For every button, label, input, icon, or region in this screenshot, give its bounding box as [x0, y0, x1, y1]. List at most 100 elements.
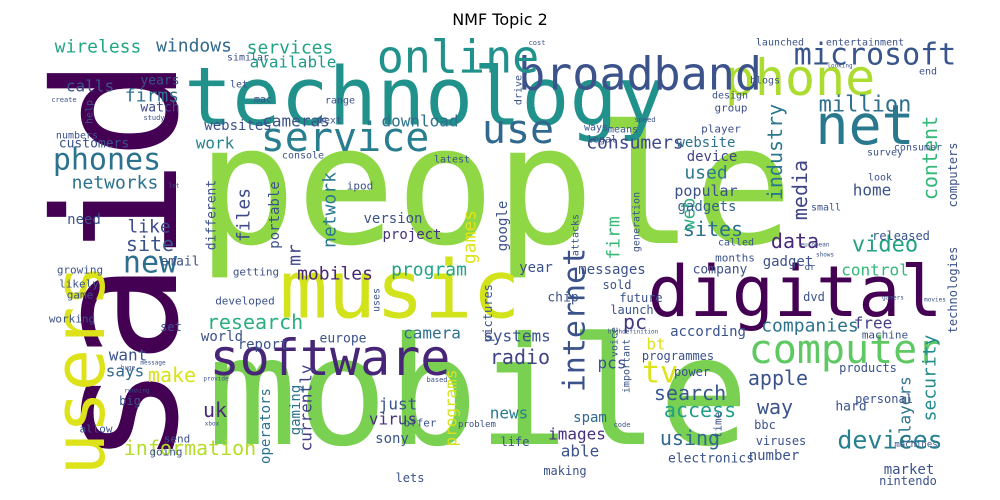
cloud-word: dr	[805, 263, 816, 273]
cloud-word: mobile	[207, 306, 749, 480]
cloud-word: time	[712, 412, 725, 439]
cloud-word: shows	[816, 252, 834, 259]
chart-title: NMF Topic 2	[452, 10, 548, 29]
cloud-word: device	[687, 149, 738, 165]
cloud-word: entertainment	[826, 38, 904, 49]
cloud-word: virus	[369, 410, 417, 429]
cloud-word: programmes	[642, 349, 714, 363]
cloud-word: users	[39, 265, 121, 476]
cloud-word: launched	[756, 38, 804, 49]
cloud-word: market	[884, 462, 935, 478]
cloud-word: ways	[584, 123, 608, 134]
cloud-word: pictures	[481, 284, 495, 342]
cloud-word: music	[280, 244, 521, 337]
cloud-word: personal	[855, 392, 913, 406]
cloud-word: industry	[763, 104, 787, 200]
cloud-word: different	[205, 180, 220, 250]
cloud-word: messages	[578, 262, 645, 278]
cloud-word: chip	[547, 291, 578, 306]
cloud-word: news	[490, 404, 529, 423]
cloud-word: game	[67, 289, 94, 302]
cloud-word: world	[201, 329, 243, 345]
cloud-word: set	[160, 320, 182, 334]
cloud-word: popular	[674, 182, 737, 200]
cloud-word: want	[109, 346, 148, 365]
cloud-word: speed	[634, 116, 655, 124]
cloud-word: future	[619, 291, 662, 305]
cloud-word: player	[701, 123, 741, 136]
cloud-word: developed	[215, 295, 275, 308]
cloud-word: files	[234, 188, 255, 242]
cloud-word: important	[622, 339, 633, 393]
cloud-word: consumer	[894, 143, 942, 154]
cloud-word: voice	[610, 327, 621, 357]
cloud-word: survey	[867, 148, 903, 159]
cloud-word: phones	[53, 143, 161, 178]
cloud-word: machines	[894, 440, 937, 450]
cloud-word: xbox	[205, 421, 220, 428]
cloud-word: cameras	[262, 112, 329, 131]
cloud-word: gamers	[882, 295, 904, 302]
cloud-word: devices	[837, 426, 942, 455]
cloud-word: site	[126, 232, 174, 256]
cloud-word: let	[230, 80, 248, 91]
cloud-word: home	[853, 181, 892, 200]
cloud-word: number	[749, 448, 800, 464]
cloud-word: operators	[258, 388, 274, 464]
cloud-word: watch	[140, 101, 179, 116]
cloud-word: viruses	[756, 434, 807, 448]
cloud-word: new	[123, 246, 178, 281]
cloud-word: way	[757, 395, 793, 419]
cloud-word: cost	[529, 39, 546, 47]
cloud-word: text	[318, 116, 342, 127]
cloud-word: calls	[66, 77, 114, 96]
cloud-word: just	[379, 395, 418, 414]
cloud-word: companies	[761, 316, 859, 337]
cloud-word: uses	[372, 288, 383, 312]
cloud-word: bt	[646, 335, 665, 354]
cloud-word: access	[664, 398, 736, 422]
cloud-word: computers	[946, 142, 960, 207]
cloud-word: big	[119, 394, 141, 408]
cloud-word: launch	[610, 303, 653, 317]
cloud-word: offer	[403, 417, 436, 430]
cloud-word: gadget	[763, 254, 814, 270]
cloud-word: numbers	[56, 131, 98, 142]
cloud-word: message	[140, 360, 166, 367]
cloud-word: products	[839, 361, 897, 375]
cloud-word: like	[127, 217, 170, 238]
cloud-word: small	[811, 203, 841, 214]
cloud-word: bbc	[754, 418, 776, 432]
cloud-word: company	[693, 263, 748, 278]
cloud-word: mr	[285, 244, 306, 266]
cloud-word: technologies	[946, 247, 960, 334]
cloud-word: group	[714, 102, 747, 115]
cloud-word: legal	[587, 135, 617, 146]
cloud-word: windows	[156, 36, 232, 57]
cloud-word: years	[140, 74, 179, 89]
cloud-word: movies	[924, 297, 946, 304]
cloud-word: download	[381, 112, 458, 131]
cloud-word: european	[801, 242, 830, 249]
cloud-word: consumers	[586, 133, 684, 154]
cloud-word: pcs	[598, 354, 627, 373]
cloud-word: lets	[396, 471, 425, 485]
cloud-word: free	[854, 314, 893, 333]
cloud-word: websites	[204, 118, 271, 134]
cloud-word: look	[868, 173, 892, 184]
cloud-word: going	[149, 446, 182, 459]
cloud-word: service	[261, 115, 430, 161]
cloud-word: people	[197, 90, 793, 282]
cloud-word: control	[841, 261, 908, 280]
cloud-word: life	[501, 435, 530, 449]
cloud-word: need	[67, 212, 101, 228]
cloud-word: getting	[233, 266, 279, 279]
cloud-word: range	[325, 96, 355, 107]
cloud-word: firms	[125, 86, 179, 107]
cloud-word: gadgets	[677, 199, 736, 215]
cloud-word: program	[391, 260, 467, 281]
cloud-word: radio	[490, 345, 550, 369]
cloud-word: study	[143, 114, 164, 122]
cloud-word: digital	[647, 251, 942, 333]
cloud-word: drive	[514, 75, 525, 105]
